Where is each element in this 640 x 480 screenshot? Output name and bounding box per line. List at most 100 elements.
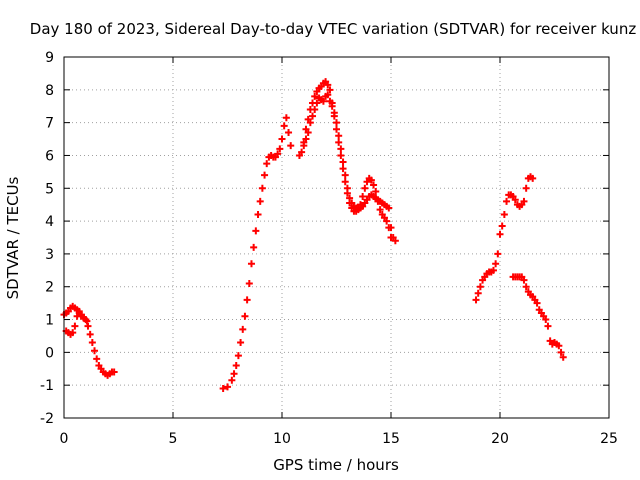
data-point xyxy=(80,314,88,322)
data-point xyxy=(522,184,530,192)
data-point xyxy=(300,138,308,146)
data-point xyxy=(324,91,332,99)
data-point xyxy=(520,276,528,284)
data-point xyxy=(544,322,552,330)
data-point xyxy=(230,370,238,378)
chart-title: Day 180 of 2023, Sidereal Day-to-day VTE… xyxy=(30,20,637,38)
data-point xyxy=(361,184,369,192)
data-point xyxy=(319,97,327,105)
data-point xyxy=(339,158,347,166)
data-point xyxy=(86,330,94,338)
data-point xyxy=(511,196,519,204)
data-point xyxy=(337,151,345,159)
data-point xyxy=(529,174,537,182)
grid-lines xyxy=(64,57,609,418)
data-point xyxy=(337,145,345,153)
data-point xyxy=(557,348,565,356)
axis-ticks: 0 5 10 15 20 25 -2 -1 0 1 2 3 4 5 6 7 8 9 xyxy=(40,50,618,447)
data-point xyxy=(261,171,269,179)
data-point xyxy=(274,150,282,158)
y-tick-label: 3 xyxy=(45,247,54,263)
data-point xyxy=(69,329,77,337)
data-point xyxy=(346,194,354,202)
data-point xyxy=(110,368,118,376)
y-tick-label: 0 xyxy=(45,345,54,361)
data-point xyxy=(356,201,364,209)
data-point xyxy=(339,165,347,173)
data-point xyxy=(335,132,343,140)
data-point xyxy=(306,106,314,114)
data-point xyxy=(370,181,378,189)
data-point xyxy=(324,81,332,89)
y-axis-label: SDTVAR / TECUs xyxy=(4,176,22,299)
data-point xyxy=(241,312,249,320)
data-point xyxy=(476,283,484,291)
data-point xyxy=(93,355,101,363)
data-point xyxy=(256,197,264,205)
y-tick-label: 2 xyxy=(45,280,54,296)
data-point xyxy=(496,230,504,238)
data-point xyxy=(247,260,255,268)
data-point xyxy=(494,250,502,258)
data-point xyxy=(252,227,260,235)
data-point xyxy=(88,339,96,347)
data-point xyxy=(333,119,340,127)
data-point xyxy=(333,125,340,133)
data-series xyxy=(509,273,567,361)
data-point xyxy=(335,138,343,146)
y-tick-label: -2 xyxy=(40,411,54,427)
data-point xyxy=(228,376,236,384)
y-tick-label: 6 xyxy=(45,148,54,164)
data-point xyxy=(232,361,240,369)
data-point xyxy=(367,176,375,184)
y-tick-label: 4 xyxy=(45,214,54,230)
x-tick-label: 10 xyxy=(273,431,291,447)
data-point xyxy=(522,283,530,291)
x-tick-label: 15 xyxy=(382,431,400,447)
data-point xyxy=(341,178,349,186)
x-tick-label: 25 xyxy=(600,431,618,447)
data-series xyxy=(62,307,88,338)
data-point xyxy=(374,197,382,205)
data-point xyxy=(500,211,508,219)
data-point xyxy=(472,296,480,304)
data-point xyxy=(285,128,293,136)
data-point xyxy=(489,266,497,274)
data-marks xyxy=(60,78,567,392)
data-point xyxy=(254,211,262,219)
data-point xyxy=(302,125,310,133)
data-point xyxy=(498,222,506,230)
y-tick-label: 8 xyxy=(45,83,54,99)
x-tick-label: 0 xyxy=(60,431,69,447)
data-point xyxy=(282,114,290,122)
y-tick-label: 7 xyxy=(45,116,54,132)
data-point xyxy=(343,184,351,192)
data-series xyxy=(219,114,295,392)
data-point xyxy=(250,243,258,251)
data-point xyxy=(330,109,338,117)
data-point xyxy=(474,289,482,297)
data-point xyxy=(385,224,393,232)
data-point xyxy=(341,171,349,179)
data-point xyxy=(311,92,319,100)
data-point xyxy=(503,197,511,205)
data-point xyxy=(278,135,286,143)
y-tick-label: 5 xyxy=(45,181,54,197)
data-point xyxy=(383,217,391,225)
data-point xyxy=(555,342,563,350)
data-point xyxy=(359,192,367,200)
y-tick-label: 9 xyxy=(45,50,54,66)
data-point xyxy=(520,197,528,205)
data-point xyxy=(280,122,288,130)
data-series xyxy=(472,173,537,304)
data-point xyxy=(492,260,500,268)
data-point xyxy=(309,99,317,107)
data-point xyxy=(245,279,253,287)
data-point xyxy=(326,86,334,94)
data-point xyxy=(239,325,247,333)
x-tick-label: 20 xyxy=(491,431,509,447)
data-point xyxy=(304,115,312,123)
data-point xyxy=(263,160,271,168)
